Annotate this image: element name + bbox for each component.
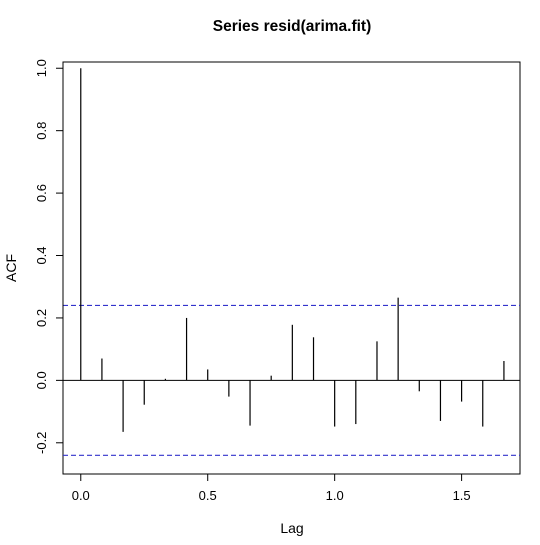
- x-tick-label: 1.0: [326, 488, 344, 503]
- plot-frame: [62, 61, 521, 475]
- y-axis: -0.2 0.0 0.2 0.4 0.6 0.8 1.0: [34, 59, 64, 454]
- y-tick-label: 0.4: [34, 246, 49, 264]
- y-tick-label: -0.2: [34, 432, 49, 454]
- x-axis: 0.0 0.5 1.0 1.5: [72, 473, 471, 503]
- x-tick-label: 0.5: [199, 488, 217, 503]
- chart-title: Series resid(arima.fit): [213, 18, 372, 35]
- y-tick-label: 1.0: [34, 59, 49, 77]
- y-tick-label: 0.6: [34, 184, 49, 202]
- x-tick-label: 1.5: [453, 488, 471, 503]
- y-axis-label: ACF: [3, 254, 19, 282]
- x-tick-label: 0.0: [72, 488, 90, 503]
- y-tick-label: 0.0: [34, 371, 49, 389]
- y-tick-label: 0.8: [34, 122, 49, 140]
- plot-layer: [63, 68, 520, 456]
- x-axis-label: Lag: [280, 520, 303, 536]
- y-tick-label: 0.2: [34, 309, 49, 327]
